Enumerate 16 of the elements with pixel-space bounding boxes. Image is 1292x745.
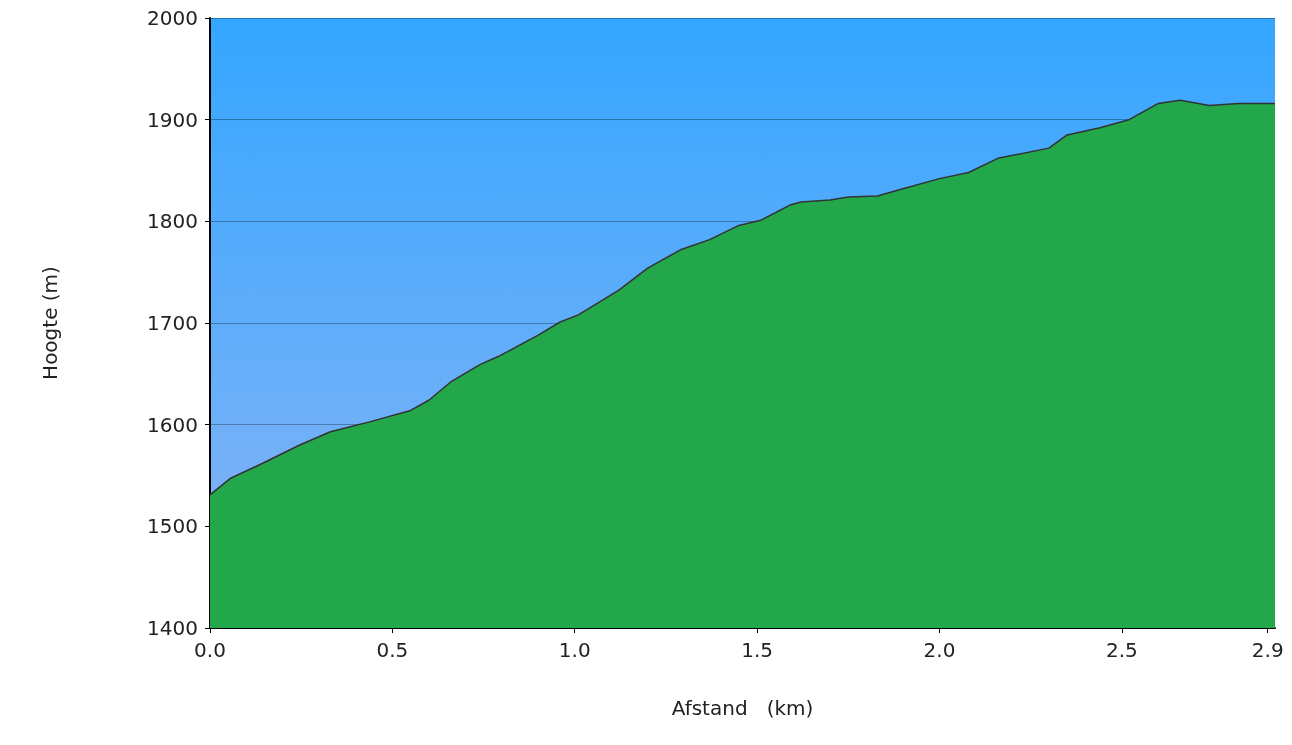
x-tick-label: 0.0 [194, 638, 226, 662]
x-tick-label: 2.0 [923, 638, 956, 662]
x-tick-label: 1.0 [558, 638, 591, 662]
y-tick-label: 2000 [147, 6, 198, 30]
y-tick-label: 1400 [147, 616, 198, 640]
y-axis-title: Hoogte (m) [38, 266, 62, 380]
y-tick-label: 1600 [147, 412, 198, 437]
x-tick-label: 2.9 [1251, 638, 1284, 662]
x-axis-title: Afstand (km) [671, 696, 814, 720]
y-tick-label: 1800 [147, 209, 198, 234]
y-tick-label: 1500 [147, 514, 198, 539]
y-tick-label: 1900 [147, 107, 198, 132]
x-tick-label: 0.5 [376, 638, 409, 662]
x-tick-label: 2.5 [1105, 638, 1138, 662]
y-tick-label: 1700 [147, 311, 198, 335]
x-tick-label: 1.5 [741, 638, 773, 662]
